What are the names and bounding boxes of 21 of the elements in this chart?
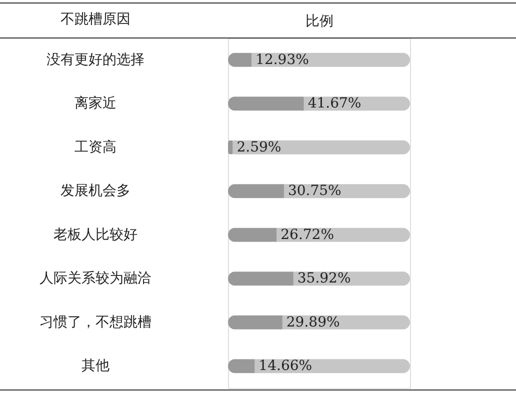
data-label: 26.72% (280, 226, 334, 243)
x-axis-title: 比例 (306, 14, 334, 30)
y-tick-label: 工资高 (74, 139, 116, 156)
y-tick-label: 离家近 (74, 96, 116, 112)
data-label: 29.89% (286, 314, 340, 330)
y-tick-label: 习惯了，不想跳槽 (40, 314, 152, 330)
data-label: 30.75% (288, 183, 342, 200)
y-tick-label: 没有更好的选择 (46, 52, 144, 68)
data-label: 35.92% (297, 270, 351, 287)
bar (228, 184, 284, 198)
bar (228, 315, 282, 330)
data-label: 41.67% (308, 96, 362, 112)
y-tick-label: 其他 (82, 358, 110, 374)
data-label: 2.59% (236, 139, 282, 156)
y-tick-label: 人际关系较为融洽 (40, 270, 152, 287)
y-tick-label: 老板人比较好 (54, 226, 138, 243)
data-label: 14.66% (258, 358, 312, 374)
bar (228, 228, 277, 242)
y-tick-label: 发展机会多 (60, 183, 130, 200)
data-label: 12.93% (256, 52, 309, 68)
y-axis-title: 不跳槽原因 (60, 12, 130, 28)
